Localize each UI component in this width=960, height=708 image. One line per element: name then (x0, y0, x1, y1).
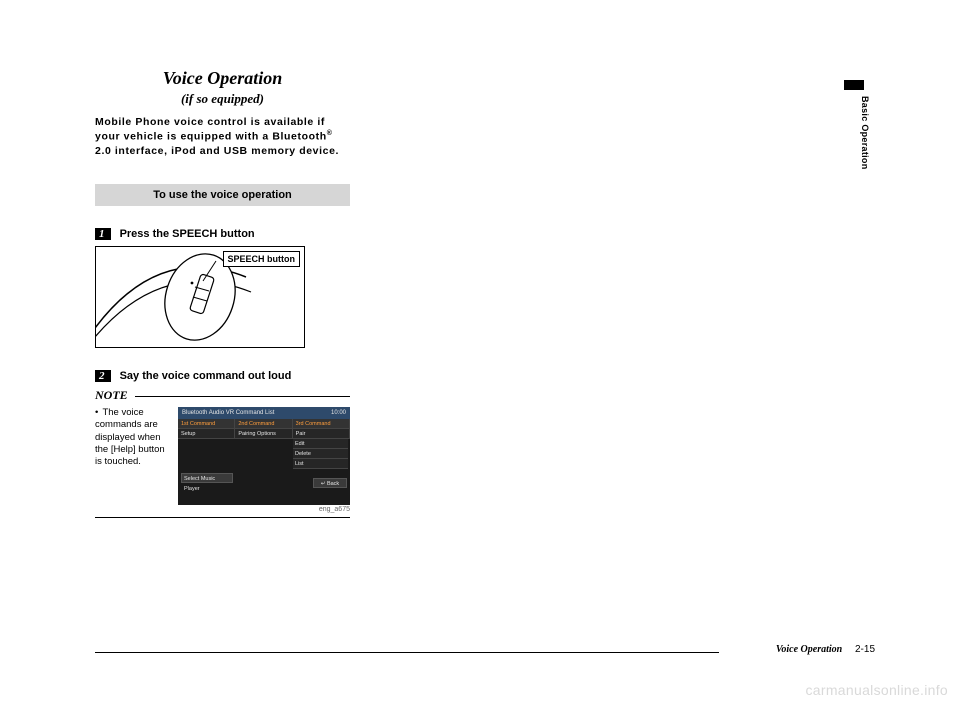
step-number-2: 2 (95, 370, 111, 382)
page-title: Voice Operation (95, 68, 350, 89)
screen-header-row: 1st Command 2nd Command 3rd Command (178, 419, 350, 429)
cell-1-2: Pairing Options (235, 429, 292, 439)
speech-button-figure: SPEECH button (95, 246, 305, 348)
page-content: Voice Operation (if so equipped) Mobile … (95, 28, 875, 658)
registered-mark: ® (327, 130, 333, 137)
screen-time: 10:00 (331, 407, 346, 419)
step-1-text: Press the SPEECH button (120, 228, 255, 240)
screen-right-list: Edit Delete List (293, 439, 348, 469)
cell-1-1: Setup (178, 429, 235, 439)
note-rule-bottom (95, 517, 350, 518)
step-number-1: 1 (95, 228, 111, 240)
screen-titlebar: Bluetooth Audio VR Command List 10:00 (178, 407, 350, 419)
note-body: The voice commands are displayed when th… (95, 407, 165, 467)
note-text: • The voice commands are displayed when … (95, 407, 178, 505)
select-music-player-button: Select Music Player (181, 473, 233, 483)
footer-rule (95, 652, 719, 653)
intro-text-2: 2.0 interface, iPod and USB memory devic… (95, 145, 339, 157)
intro-text-1: Mobile Phone voice control is available … (95, 116, 327, 143)
right-item-2: Delete (293, 449, 348, 459)
footer-title: Voice Operation (776, 644, 842, 655)
step-2: 2 Say the voice command out loud (95, 370, 350, 382)
footer-page-number: 2-15 (855, 644, 875, 655)
right-item-3: List (293, 459, 348, 469)
note-content-row: • The voice commands are displayed when … (95, 407, 350, 505)
help-screen-figure: Bluetooth Audio VR Command List 10:00 1s… (178, 407, 350, 505)
intro-paragraph: Mobile Phone voice control is available … (95, 115, 350, 158)
speech-button-label: SPEECH button (223, 251, 301, 267)
figure-id: eng_a675 (95, 506, 350, 513)
col-header-3: 3rd Command (293, 419, 350, 429)
section-heading-bar: To use the voice operation (95, 184, 350, 206)
step-1: 1 Press the SPEECH button (95, 228, 350, 240)
col-header-2: 2nd Command (235, 419, 292, 429)
note-heading: NOTE (95, 388, 350, 403)
page-subtitle: (if so equipped) (95, 91, 350, 107)
page-footer: Voice Operation 2-15 (95, 644, 875, 660)
footer-text: Voice Operation 2-15 (776, 644, 875, 655)
bullet-icon: • (95, 407, 100, 419)
cell-1-3: Pair (293, 429, 350, 439)
screen-row-1: Setup Pairing Options Pair (178, 429, 350, 439)
watermark: carmanualsonline.info (806, 682, 949, 698)
col-header-1: 1st Command (178, 419, 235, 429)
screen-title: Bluetooth Audio VR Command List (182, 407, 274, 419)
note-rule-top (135, 396, 350, 397)
main-column: Voice Operation (if so equipped) Mobile … (95, 68, 350, 518)
right-item-1: Edit (293, 439, 348, 449)
note-label: NOTE (95, 388, 128, 402)
step-2-text: Say the voice command out loud (120, 370, 292, 382)
back-button: ↵ Back (313, 478, 347, 488)
screen-body: Edit Delete List Select Music Player ↵ B… (178, 439, 350, 491)
